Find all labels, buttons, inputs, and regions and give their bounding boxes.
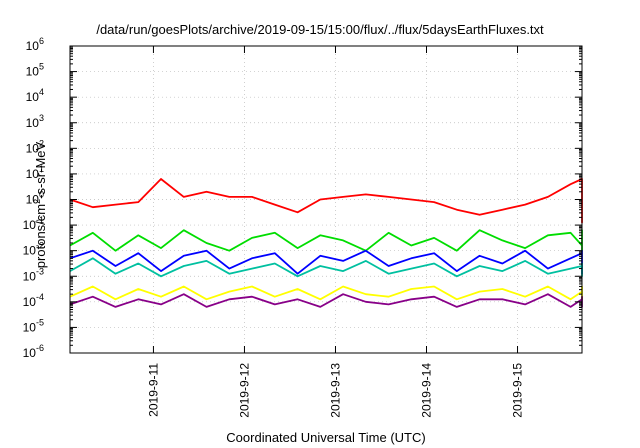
y-tick-label: 10-3 (23, 266, 44, 283)
y-tick-label: 10-6 (23, 343, 44, 360)
y-tick-label: 106 (26, 36, 44, 53)
y-tick-label: 10-4 (23, 292, 44, 309)
x-tick-label: 2019-9-15 (511, 363, 525, 418)
y-tick-label: 100 (26, 190, 44, 207)
x-tick-label: 2019-9-12 (237, 363, 251, 418)
x-axis-label: Coordinated Universal Time (UTC) (226, 430, 426, 445)
y-tick-label: 10-5 (23, 317, 44, 334)
y-tick-label: 102 (26, 138, 44, 155)
y-axis-label-prefix: protons/cm (33, 203, 49, 269)
y-tick-label: 10-1 (23, 215, 44, 232)
y-tick-label: 103 (26, 113, 44, 130)
y-tick-label: 104 (26, 87, 44, 104)
chart-title: /data/run/goesPlots/archive/2019-09-15/1… (96, 22, 544, 37)
y-tick-label: 105 (26, 62, 44, 79)
y-axis-label-superscript: 2 (31, 198, 42, 204)
y-tick-label: 101 (26, 164, 44, 181)
y-axis-label: protons/cm2-s-sr-MeV (32, 142, 48, 268)
x-tick-label: 2019-9-14 (420, 363, 434, 418)
y-tick-label: 10-2 (23, 241, 44, 258)
y-axis-label-suffix: -s-sr-MeV (33, 141, 49, 199)
x-tick-label: 2019-9-11 (146, 363, 160, 417)
x-tick-label: 2019-9-13 (328, 363, 342, 418)
